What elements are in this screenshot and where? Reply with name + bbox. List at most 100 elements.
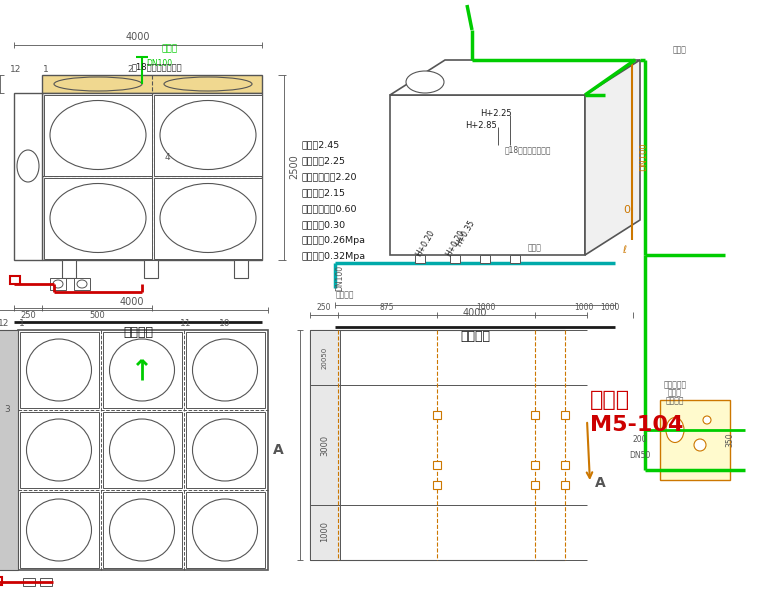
Bar [480,255,490,263]
Text: 1000: 1000 [477,303,496,313]
Bar [531,481,539,489]
Text: H+0.20: H+0.20 [414,228,436,258]
Text: 最高水位2.15: 最高水位2.15 [302,188,346,197]
Text: 透气帽: 透气帽 [162,44,178,54]
Text: 2500: 2500 [289,154,299,179]
Bar [20,492,99,568]
Bar [154,95,262,176]
Bar [186,492,265,568]
Text: 3: 3 [4,406,10,415]
Bar [144,260,158,278]
Bar [510,255,520,263]
Ellipse shape [192,339,258,401]
Text: 10: 10 [219,319,231,328]
Bar [18,330,268,570]
Bar [450,255,460,263]
Ellipse shape [17,150,39,182]
Bar [390,95,585,255]
Text: 200: 200 [633,435,648,444]
Bar [103,332,182,408]
Ellipse shape [164,77,252,91]
Bar [310,330,340,560]
Text: A: A [273,443,283,457]
Text: 1000: 1000 [575,303,594,313]
Text: ℓ: ℓ [622,245,626,255]
Text: 最低水位0.30: 最低水位0.30 [302,220,346,229]
Ellipse shape [406,71,444,93]
Text: 4000: 4000 [125,32,150,42]
Bar [23,578,35,586]
Bar [42,93,262,260]
Bar [186,332,265,408]
Ellipse shape [27,419,91,481]
Bar [74,278,90,290]
Text: 4: 4 [164,153,169,162]
Text: 停泵压力0.32Mpa: 停泵压力0.32Mpa [302,252,366,261]
Ellipse shape [77,280,87,288]
Text: 启泵压力0.26Mpa: 启泵压力0.26Mpa [302,236,366,245]
Text: 溢流管: 溢流管 [668,389,682,398]
Ellipse shape [703,416,711,424]
Text: 设18目不锈钉防虫网: 设18目不锈钉防虫网 [505,145,552,154]
Bar [531,411,539,419]
Text: A: A [594,476,606,490]
Bar [561,481,569,489]
Bar [433,461,441,469]
Bar [44,95,152,176]
Ellipse shape [109,419,175,481]
Text: 溢流管: 溢流管 [673,46,687,55]
Text: 预埋件: 预埋件 [590,390,630,410]
Text: 正立面图: 正立面图 [123,325,153,339]
Bar [154,178,262,259]
Text: DN100: DN100 [639,143,648,171]
Text: DN50: DN50 [629,451,651,460]
Ellipse shape [50,184,146,252]
Text: 2: 2 [127,66,133,75]
Text: 12: 12 [11,66,22,75]
Text: 1: 1 [43,66,49,75]
Bar [40,578,52,586]
Bar [415,255,425,263]
Polygon shape [390,60,640,95]
Bar [660,400,730,480]
Bar [44,178,152,259]
Bar [186,412,265,488]
Ellipse shape [109,499,175,561]
Text: 11: 11 [180,319,192,328]
Bar [433,411,441,419]
Ellipse shape [192,419,258,481]
Text: 进水位2.45: 进水位2.45 [302,140,340,149]
Bar [0,577,2,585]
Bar [62,260,76,278]
Bar [561,461,569,469]
Ellipse shape [54,77,142,91]
Text: 4000: 4000 [463,308,487,318]
Text: 消防给水管: 消防给水管 [663,381,686,390]
Bar [0,330,18,570]
Text: 设18目不锈钉防虫网: 设18目不锈钉防虫网 [132,63,182,72]
Bar [10,276,20,284]
Ellipse shape [666,418,684,443]
Polygon shape [585,60,640,255]
Text: 4000: 4000 [120,297,144,307]
Bar [50,278,66,290]
Text: H+2.25: H+2.25 [480,108,511,117]
Ellipse shape [160,100,256,170]
Bar [433,481,441,489]
Ellipse shape [109,339,175,401]
Text: 250: 250 [317,303,331,313]
Text: 1000: 1000 [321,522,330,542]
Bar [234,260,248,278]
Ellipse shape [27,339,91,401]
Text: 液位开关: 液位开关 [336,291,354,300]
Text: M5-104: M5-104 [590,415,683,435]
Bar [103,492,182,568]
Ellipse shape [50,100,146,170]
Text: 875: 875 [380,303,394,313]
Text: DN100: DN100 [146,58,172,67]
Bar [20,332,99,408]
Ellipse shape [53,280,63,288]
Text: 截止阀: 截止阀 [528,243,542,252]
Ellipse shape [694,439,706,451]
Bar [14,93,42,260]
